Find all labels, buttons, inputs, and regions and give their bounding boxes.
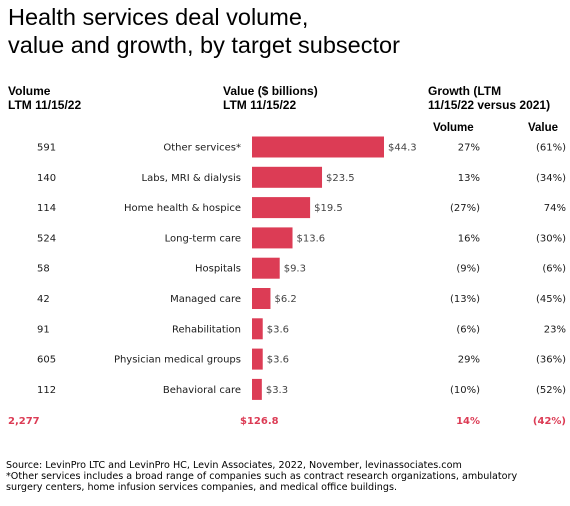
volume-value: 58 bbox=[37, 264, 50, 275]
total-value: $126.8 bbox=[240, 416, 279, 427]
growth-volume-value: (9%) bbox=[456, 264, 480, 275]
title-line-2: value and growth, by target subsector bbox=[8, 32, 400, 58]
bar-value-label: $3.3 bbox=[266, 385, 288, 396]
title-line-1: Health services deal volume, bbox=[8, 4, 309, 30]
bar-value-label: $3.6 bbox=[267, 355, 289, 366]
growth-value-value: (36%) bbox=[536, 355, 566, 366]
value-header: Value ($ billions) LTM 11/15/22 bbox=[223, 84, 318, 112]
chart-title: Health services deal volume, value and g… bbox=[8, 3, 400, 59]
growth-value-subheader: Value bbox=[528, 122, 559, 134]
growth-volume-value: (6%) bbox=[456, 324, 480, 335]
growth-header-line-1: Growth (LTM bbox=[428, 84, 502, 98]
bar-value-label: $23.5 bbox=[326, 173, 355, 184]
category-label: Managed care bbox=[170, 294, 241, 305]
growth-volume-value: (27%) bbox=[450, 203, 480, 214]
growth-volume-value: 29% bbox=[458, 355, 480, 366]
volume-value: 591 bbox=[37, 143, 56, 154]
bar bbox=[252, 197, 311, 219]
bar bbox=[252, 318, 263, 340]
category-label: Physician medical groups bbox=[114, 355, 241, 366]
category-label: Rehabilitation bbox=[172, 324, 241, 335]
bar bbox=[252, 227, 293, 249]
value-header-line-2: LTM 11/15/22 bbox=[223, 98, 297, 112]
volume-value: 114 bbox=[37, 203, 56, 214]
category-label: Labs, MRI & dialysis bbox=[142, 173, 241, 184]
growth-volume-subheader: Volume bbox=[433, 122, 474, 134]
bar-value-label: $13.6 bbox=[297, 233, 326, 244]
category-label: Long-term care bbox=[165, 233, 241, 244]
bar bbox=[252, 166, 323, 188]
total-volume: 2,277 bbox=[8, 416, 40, 427]
growth-volume-value: 16% bbox=[458, 233, 480, 244]
growth-value-value: (61%) bbox=[536, 143, 566, 154]
bar bbox=[252, 257, 280, 279]
volume-value: 605 bbox=[37, 355, 56, 366]
volume-header: Volume LTM 11/15/22 bbox=[8, 84, 81, 112]
volume-header-line-1: Volume bbox=[8, 84, 51, 98]
volume-value: 524 bbox=[37, 233, 56, 244]
value-header-line-1: Value ($ billions) bbox=[223, 84, 318, 98]
category-label: Other services* bbox=[163, 143, 241, 154]
footnote-source: Source: LevinPro LTC and LevinPro HC, Le… bbox=[6, 460, 462, 471]
category-label: Behavioral care bbox=[163, 385, 241, 396]
total-growth-value: (42%) bbox=[533, 416, 566, 427]
growth-value-value: (45%) bbox=[536, 294, 566, 305]
bar bbox=[252, 288, 271, 309]
bar-value-label: $9.3 bbox=[284, 264, 306, 275]
bar-value-label: $44.3 bbox=[388, 143, 417, 154]
growth-value-value: (30%) bbox=[536, 233, 566, 244]
category-label: Home health & hospice bbox=[124, 203, 241, 214]
bar bbox=[252, 348, 263, 370]
volume-value: 42 bbox=[37, 294, 50, 305]
volume-header-line-2: LTM 11/15/22 bbox=[8, 98, 82, 112]
bar bbox=[252, 378, 262, 400]
total-growth-volume: 14% bbox=[456, 416, 480, 427]
growth-value-value: (52%) bbox=[536, 385, 566, 396]
category-label: Hospitals bbox=[195, 264, 241, 275]
growth-header: Growth (LTM 11/15/22 versus 2021) bbox=[428, 84, 550, 112]
bar-value-label: $6.2 bbox=[274, 294, 296, 305]
growth-value-value: (6%) bbox=[542, 264, 566, 275]
growth-header-line-2: 11/15/22 versus 2021) bbox=[428, 98, 551, 112]
growth-value-value: 74% bbox=[544, 203, 566, 214]
bar-value-label: $3.6 bbox=[267, 324, 289, 335]
growth-value-value: 23% bbox=[544, 324, 566, 335]
footnote-other-line-1: *Other services includes a broad range o… bbox=[6, 471, 518, 482]
growth-volume-value: (10%) bbox=[450, 385, 480, 396]
footnote-other-line-2: surgery centers, home infusion services … bbox=[6, 482, 398, 493]
bar bbox=[252, 136, 384, 158]
bar-value-label: $19.5 bbox=[314, 203, 343, 214]
volume-value: 140 bbox=[37, 173, 56, 184]
growth-value-value: (34%) bbox=[536, 173, 566, 184]
growth-volume-value: (13%) bbox=[450, 294, 480, 305]
volume-value: 91 bbox=[37, 324, 50, 335]
growth-volume-value: 27% bbox=[458, 143, 480, 154]
volume-value: 112 bbox=[37, 385, 56, 396]
growth-volume-value: 13% bbox=[458, 173, 480, 184]
